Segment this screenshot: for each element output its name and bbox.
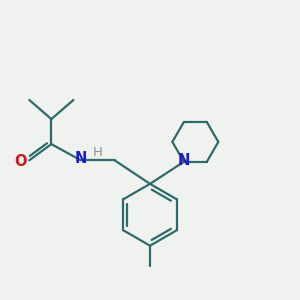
Text: H: H (93, 146, 103, 159)
Text: N: N (178, 153, 190, 168)
Text: O: O (14, 154, 26, 169)
Text: N: N (75, 151, 87, 166)
